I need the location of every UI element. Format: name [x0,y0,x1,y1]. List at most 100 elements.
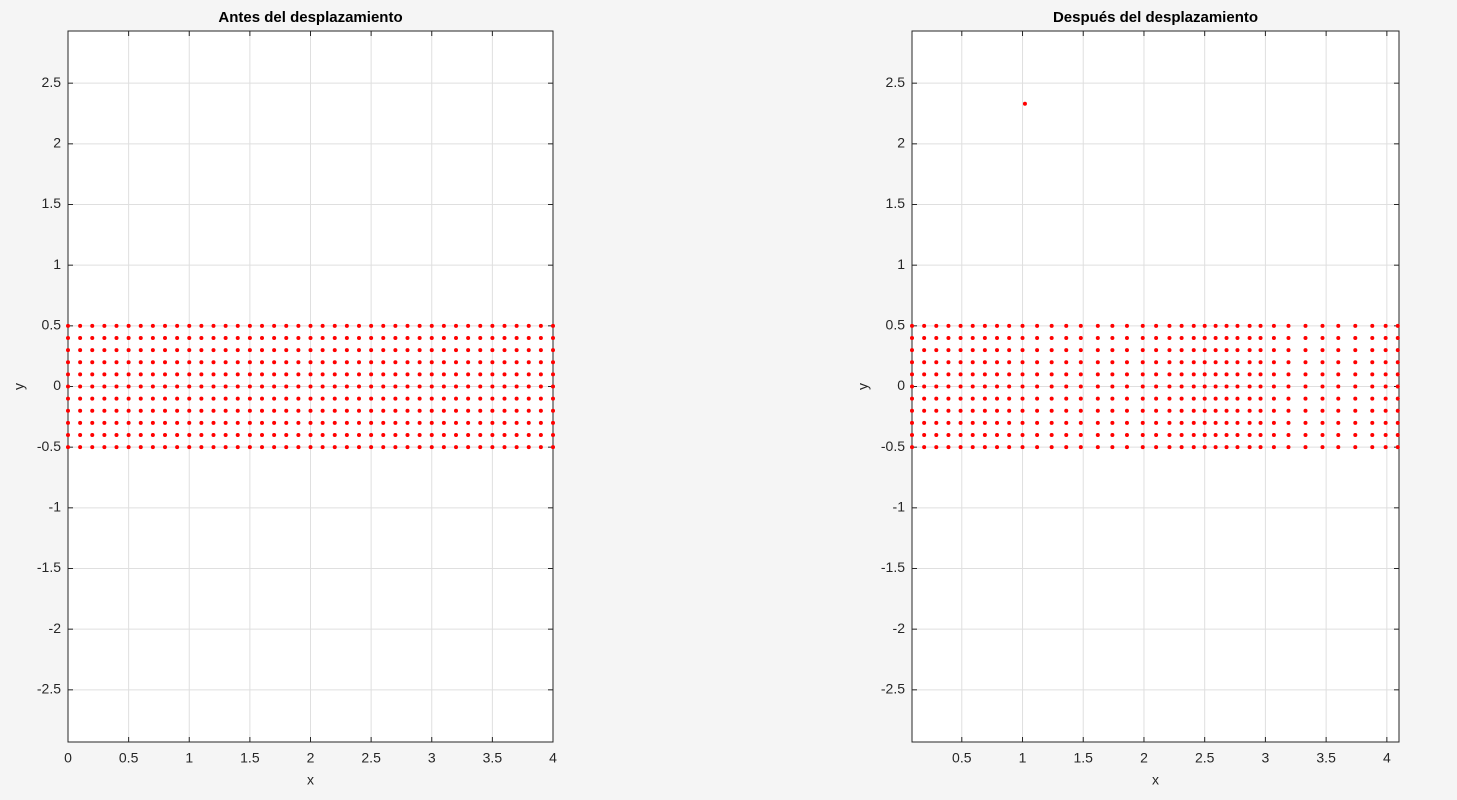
point [934,335,939,340]
point [199,348,204,353]
point [163,360,167,365]
point [175,360,180,365]
point [958,420,963,425]
point [1140,433,1145,438]
x-tick-label: 0.5 [952,750,972,766]
x-tick-label: 4 [1383,750,1391,766]
point [1049,420,1054,425]
point [1007,372,1012,377]
point [958,372,963,377]
point [1286,372,1291,377]
point [1191,408,1196,413]
point [1224,348,1229,353]
point [66,360,70,365]
point [381,408,386,413]
point [466,372,471,377]
point [284,445,289,450]
point [344,420,349,425]
point [187,384,192,389]
point [381,360,386,365]
point [308,323,313,328]
point [78,372,83,377]
point [308,335,313,340]
point [114,420,119,425]
point [1271,348,1276,353]
point [369,348,374,353]
point [982,323,987,328]
point [272,360,277,365]
point [1179,372,1184,377]
point [551,396,555,401]
point [1395,445,1400,450]
point [1064,408,1069,413]
point [946,323,951,328]
point [1179,335,1184,340]
point [1258,335,1263,340]
point [958,433,963,438]
point [1140,384,1145,389]
point [1224,372,1229,377]
point [1154,408,1159,413]
point [150,348,155,353]
point [502,335,507,340]
point [490,433,495,438]
point [1064,360,1069,365]
point [199,384,204,389]
point [78,396,83,401]
point [982,372,987,377]
point [308,396,313,401]
point [514,396,519,401]
point [90,323,95,328]
point [90,420,95,425]
point [454,445,458,450]
point [114,408,119,413]
point [958,360,963,365]
point [296,348,301,353]
chart-title: Antes del desplazamiento [218,9,402,26]
point [357,323,361,328]
point [247,408,252,413]
point [1078,323,1083,328]
point [1035,348,1040,353]
point [260,335,264,340]
point [138,420,143,425]
point [1140,335,1145,340]
point [90,348,95,353]
point [995,433,1000,438]
point [1140,323,1145,328]
point [1202,348,1207,353]
point [1124,433,1129,438]
point [526,323,531,328]
point [995,348,1000,353]
point [1224,384,1229,389]
point [247,420,252,425]
point [429,384,434,389]
point [1078,348,1083,353]
y-tick-label: 0.5 [886,317,906,333]
point [1370,433,1375,438]
point [946,348,951,353]
point [223,335,228,340]
point [405,420,410,425]
point [369,335,374,340]
point [393,396,398,401]
point [1179,433,1184,438]
point [393,348,398,353]
point [441,348,446,353]
point [982,445,987,450]
point [175,323,180,328]
point [357,372,361,377]
point [1235,384,1240,389]
point [946,433,951,438]
point [78,445,83,450]
point [90,372,95,377]
point [1078,384,1083,389]
point [405,335,410,340]
point [102,408,107,413]
point [934,348,939,353]
point [211,384,216,389]
point [1247,396,1252,401]
x-tick-label: 2 [1140,750,1148,766]
point [175,348,180,353]
point [223,323,228,328]
